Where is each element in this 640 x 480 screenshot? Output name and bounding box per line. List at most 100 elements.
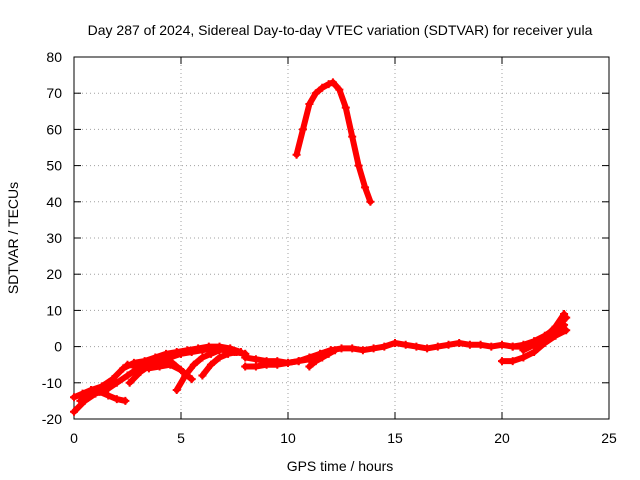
data-point	[198, 353, 207, 362]
grid	[74, 57, 609, 419]
data-point	[273, 360, 282, 369]
data-point	[433, 342, 442, 351]
data-point	[305, 355, 314, 364]
data-point	[348, 344, 357, 353]
y-axis-label: SDTVAR / TECUs	[5, 182, 21, 294]
series-arc-low-3	[76, 342, 245, 405]
data-point	[206, 360, 215, 369]
series-arc-low-5	[125, 357, 188, 387]
data-point	[311, 89, 320, 98]
data-point	[423, 344, 432, 353]
data-point	[361, 183, 370, 192]
data-point	[215, 346, 224, 355]
data-point	[204, 342, 213, 351]
series-arc-low-6	[172, 346, 224, 395]
data-point	[358, 346, 367, 355]
series-arc-mid-3	[305, 346, 340, 371]
x-tick-labels: 0 5 10 15 20 25	[70, 430, 617, 446]
data-point	[70, 407, 78, 416]
data-point	[215, 353, 224, 362]
y-tick-label: 70	[46, 85, 62, 101]
x-tick-label: 0	[70, 430, 78, 446]
data-point	[311, 357, 320, 366]
data-point	[123, 371, 132, 380]
data-point	[519, 346, 528, 355]
data-point	[401, 340, 410, 349]
data-point	[412, 342, 421, 351]
data-point	[508, 357, 517, 366]
y-tick-labels: -20 -10 0 10 20 30 40 50 60 70 80	[42, 49, 62, 427]
series-line	[293, 79, 374, 205]
data-point	[123, 360, 132, 369]
series-arc-mid-6	[519, 310, 569, 355]
data-point	[540, 333, 549, 342]
data-point	[348, 132, 357, 141]
data-point	[380, 342, 389, 351]
data-point	[284, 358, 292, 367]
data-point	[294, 357, 303, 366]
data-point	[519, 353, 528, 362]
data-point	[183, 346, 192, 355]
data-point	[187, 375, 196, 384]
data-point	[530, 340, 539, 349]
y-tick-label: 40	[46, 194, 62, 210]
y-tick-label: 30	[46, 230, 62, 246]
data-point	[104, 391, 113, 400]
x-tick-label: 20	[494, 430, 510, 446]
data-point	[292, 150, 301, 159]
y-tick-label: 50	[46, 158, 62, 174]
data-point	[119, 364, 128, 373]
series-line	[126, 358, 187, 386]
data-point	[162, 349, 171, 358]
data-point	[335, 85, 344, 94]
data-point	[172, 386, 181, 395]
data-series	[70, 78, 571, 416]
data-point	[476, 340, 485, 349]
data-point	[172, 348, 181, 357]
data-point	[181, 371, 190, 380]
series-arc-mid-4	[498, 326, 571, 366]
data-point	[465, 340, 474, 349]
data-point	[189, 360, 198, 369]
data-point	[455, 338, 464, 347]
data-point	[70, 393, 78, 402]
data-point	[551, 322, 560, 331]
data-point	[157, 357, 166, 366]
data-point	[508, 342, 517, 351]
data-point	[206, 349, 215, 358]
data-point	[444, 340, 453, 349]
data-point	[112, 395, 121, 404]
y-tick-label: 10	[46, 302, 62, 318]
data-point	[198, 371, 207, 380]
data-point	[298, 125, 307, 134]
data-point	[262, 360, 271, 369]
data-point	[87, 386, 96, 395]
series-arc-high	[292, 78, 375, 206]
data-point	[560, 310, 569, 319]
data-point	[97, 382, 106, 391]
x-tick-label: 15	[387, 430, 403, 446]
data-point	[391, 338, 399, 347]
data-point	[318, 353, 327, 362]
data-point	[108, 375, 117, 384]
data-point	[121, 396, 130, 405]
data-point	[134, 362, 143, 371]
data-point	[305, 100, 314, 109]
y-tick-label: 20	[46, 266, 62, 282]
y-tick-label: -10	[42, 375, 62, 391]
data-point	[168, 358, 177, 367]
data-point	[241, 362, 250, 371]
data-point	[251, 362, 260, 371]
y-tick-label: 0	[54, 339, 62, 355]
data-point	[498, 340, 506, 349]
data-point	[328, 78, 337, 87]
data-point	[324, 349, 333, 358]
data-point	[369, 344, 378, 353]
data-point	[551, 331, 560, 340]
data-point	[318, 83, 327, 92]
data-point	[251, 355, 260, 364]
data-point	[498, 357, 506, 366]
data-point	[337, 344, 346, 353]
data-point	[305, 362, 314, 371]
data-point	[341, 103, 350, 112]
